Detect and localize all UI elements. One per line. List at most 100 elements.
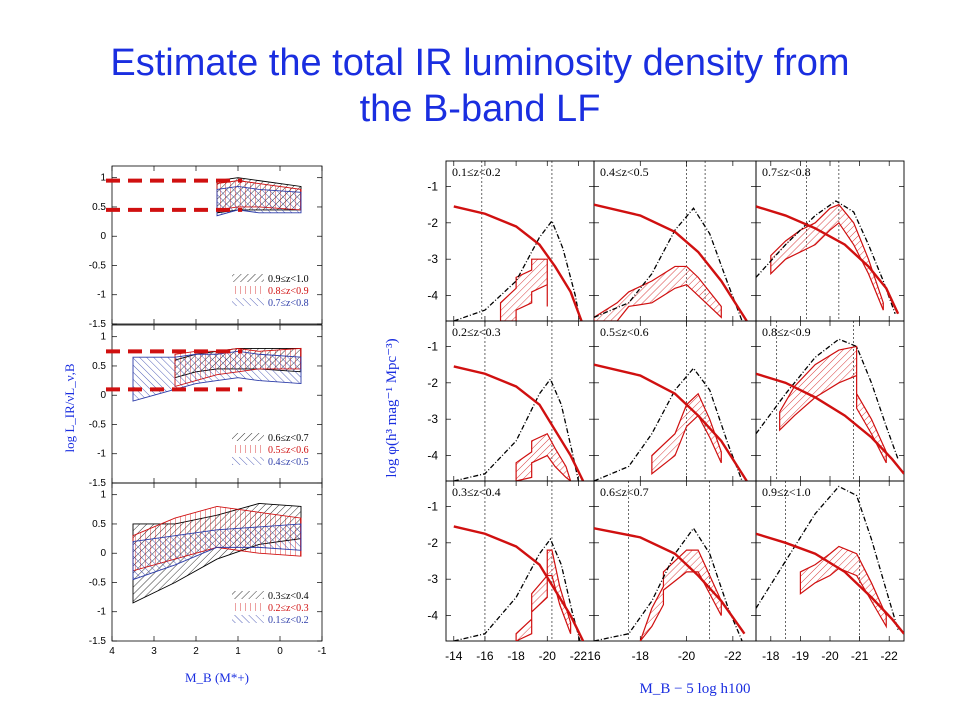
- left-chart: 1 0.5 0 -0.5 -1 -1.5 0.9≤z<1.00.8≤z<0.90.7≤z<0…: [62, 165, 327, 685]
- legend-swatch: [232, 298, 264, 306]
- x-tick-label: 0: [277, 646, 283, 657]
- red-lf-curve: [594, 363, 748, 481]
- right-y-axis-label: log φ(h³ mag⁻¹ Mpc⁻³): [384, 338, 400, 477]
- lf-panel-7: 0.3≤z<0.4: [445, 480, 595, 642]
- lf-panel-9: 0.9≤z<1.0: [755, 480, 905, 642]
- legend-label: 0.7≤z<0.8: [268, 298, 309, 309]
- redshift-label: 0.4≤z<0.5: [600, 165, 649, 179]
- y-tick-label: -4: [427, 609, 438, 623]
- right-chart: -14 -16 -18 -20 -22 16 -18 -20 -22 -18 -19 -20 -21 -2…: [384, 160, 905, 697]
- y-tick-label: -1: [97, 607, 106, 618]
- uncertainty-band: [515, 549, 572, 641]
- x-tick-label: -18: [632, 649, 650, 663]
- redshift-label: 0.5≤z<0.6: [600, 325, 649, 339]
- x-tick-label: -18: [762, 649, 780, 663]
- legend-swatch: [232, 603, 264, 611]
- y-tick-label: 0: [100, 390, 106, 401]
- x-tick-label: -14: [445, 649, 463, 663]
- black-lf-curve: [594, 367, 743, 481]
- x-tick-label: -20: [821, 649, 839, 663]
- red-lf-curve: [453, 525, 585, 641]
- left-panel-1: 1 0.5 0 -0.5 -1 -1.5 0.9≤z<1.00.8≤z<0.90.7≤z<0…: [89, 165, 323, 330]
- left-y-axis-label: log L_IR/νL_ν,B: [62, 363, 77, 452]
- left-x-axis-label: M_B (M*+): [185, 670, 249, 685]
- left-panel-frame: [111, 482, 323, 642]
- y-tick-label: 0.5: [92, 519, 106, 530]
- x-tick-label: -22: [724, 649, 742, 663]
- lf-panel-4: 0.2≤z<0.3: [445, 320, 595, 482]
- redshift-label: 0.2≤z<0.3: [452, 325, 501, 339]
- x-tick-label: -22: [570, 649, 588, 663]
- x-tick-label: -1: [318, 646, 327, 657]
- black-lf-curve: [594, 527, 743, 641]
- legend-label: 0.8≤z<0.9: [268, 286, 309, 297]
- black-lf-curve: [594, 207, 743, 321]
- legend-label: 0.1≤z<0.2: [268, 615, 309, 626]
- legend-label: 0.2≤z<0.3: [268, 603, 309, 614]
- right-x-axis-label: M_B − 5 log h100: [640, 681, 751, 697]
- y-tick-label: -2: [427, 376, 438, 390]
- lf-panel-1: 0.1≤z<0.2: [445, 160, 595, 322]
- red-lf-curve: [453, 205, 583, 321]
- legend-swatch: [232, 457, 264, 465]
- uncertainty-band: [594, 265, 722, 321]
- band-0.4≤z<0.5: [132, 350, 302, 402]
- y-tick-label: -1: [427, 179, 438, 193]
- x-tick-label: -18: [507, 649, 525, 663]
- x-tick-label: 3: [151, 646, 157, 657]
- lf-panel-frame: [755, 320, 905, 482]
- x-tick-label: 2: [193, 646, 199, 657]
- y-tick-label: -3: [427, 572, 438, 586]
- lf-panel-5: 0.5≤z<0.6: [593, 320, 757, 482]
- y-tick-label: 0: [100, 231, 106, 242]
- redshift-label: 0.6≤z<0.7: [600, 485, 649, 499]
- lf-panel-8: 0.6≤z<0.7: [593, 480, 757, 642]
- black-lf-curve: [453, 219, 581, 321]
- y-tick-label: 1: [100, 490, 106, 501]
- x-tick-label: -20: [678, 649, 696, 663]
- legend-swatch: [232, 433, 264, 441]
- y-tick-label: 0.5: [92, 202, 106, 213]
- y-tick-label: 1: [100, 332, 106, 343]
- x-tick-label: -21: [851, 649, 869, 663]
- x-tick-label: -19: [792, 649, 810, 663]
- y-tick-label: 0.5: [92, 361, 106, 372]
- y-tick-label: -4: [427, 449, 438, 463]
- redshift-label: 0.1≤z<0.2: [452, 165, 501, 179]
- black-lf-curve: [756, 485, 899, 631]
- y-tick-label: -1: [427, 339, 438, 353]
- y-tick-label: -1: [427, 499, 438, 513]
- red-lf-curve: [756, 532, 904, 635]
- legend-label: 0.6≤z<0.7: [268, 433, 309, 444]
- y-tick-label: -4: [427, 289, 438, 303]
- legend-label: 0.5≤z<0.6: [268, 445, 309, 456]
- y-tick-label: -3: [427, 252, 438, 266]
- legend-swatch: [232, 274, 264, 282]
- uncertainty-band: [799, 545, 887, 629]
- uncertainty-band: [779, 345, 887, 464]
- uncertainty-band: [651, 392, 722, 475]
- y-tick-label: -2: [427, 216, 438, 230]
- lf-panel-2: 0.4≤z<0.5: [593, 160, 757, 322]
- redshift-label: 0.7≤z<0.8: [762, 165, 811, 179]
- legend-label: 0.3≤z<0.4: [268, 591, 309, 602]
- lf-panel-3: 0.7≤z<0.8: [755, 160, 905, 322]
- x-tick-label: -22: [881, 649, 899, 663]
- black-lf-curve: [756, 200, 896, 314]
- legend-swatch: [232, 591, 264, 599]
- left-panel-2: 1 0.5 0 -0.5 -1 -1.5 0.6≤z<0.70.5≤z<0.60.4≤z<0…: [89, 324, 323, 489]
- y-tick-label: -0.5: [89, 577, 107, 588]
- redshift-label: 0.9≤z<1.0: [762, 485, 811, 499]
- x-tick-label: 16: [587, 649, 601, 663]
- red-lf-curve: [756, 372, 904, 475]
- red-lf-curve: [453, 365, 585, 481]
- uncertainty-band: [770, 203, 884, 311]
- left-panel-frame: [111, 165, 323, 325]
- y-tick-label: -1.5: [89, 478, 107, 489]
- y-tick-label: -3: [427, 412, 438, 426]
- y-tick-label: 0: [100, 548, 106, 559]
- uncertainty-band: [499, 258, 548, 321]
- red-lf-curve: [594, 203, 748, 321]
- black-lf-curve: [756, 338, 899, 460]
- left-panel-3: 1 0.5 0 -0.5 -1 -1.5 0.3≤z<0.40.2≤z<0.30.1≤z<0…: [89, 482, 327, 657]
